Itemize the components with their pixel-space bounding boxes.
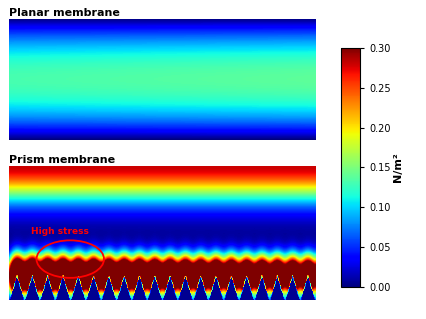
Text: Prism membrane: Prism membrane [9, 155, 115, 165]
Text: Planar membrane: Planar membrane [9, 8, 119, 19]
Text: High stress: High stress [31, 227, 89, 236]
Y-axis label: N/m²: N/m² [393, 152, 403, 182]
